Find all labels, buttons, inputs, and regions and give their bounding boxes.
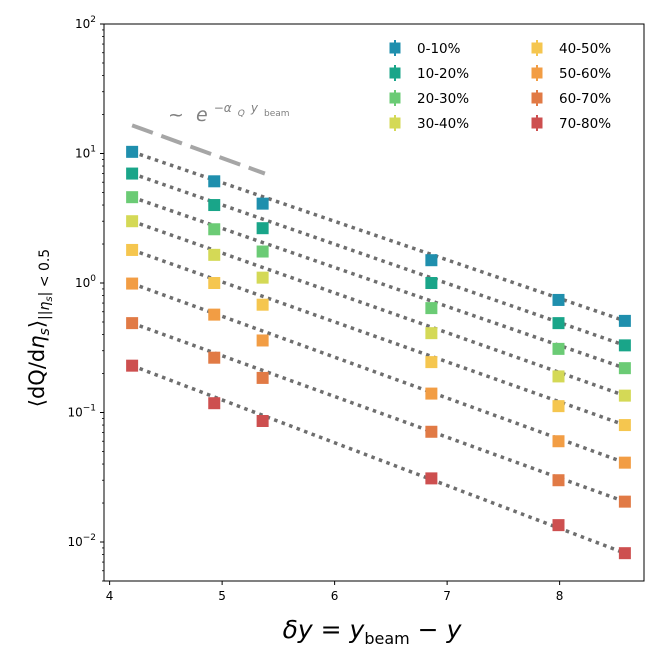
legend-label: 0-10% <box>417 41 461 57</box>
legend-label: 30-40% <box>417 116 469 132</box>
data-point <box>425 356 438 369</box>
y-tick-label: 102 <box>75 15 96 31</box>
data-point <box>208 175 221 188</box>
legend-item: 50-60% <box>531 65 611 82</box>
data-point <box>208 277 221 290</box>
exponential-guide-line <box>131 123 266 176</box>
x-tick-label: 6 <box>331 589 339 603</box>
data-point <box>618 362 631 375</box>
y-tick-label: 10−2 <box>67 533 96 549</box>
data-point <box>425 472 438 485</box>
data-point <box>256 298 269 311</box>
fit-line-0-10% <box>131 150 626 323</box>
data-point <box>552 317 565 330</box>
legend-marker <box>531 67 543 79</box>
legend-marker <box>389 42 401 54</box>
data-point <box>256 222 269 235</box>
legend-label: 70-80% <box>559 116 611 132</box>
y-tick-label: 10−1 <box>67 404 96 420</box>
fit-line-20-30% <box>131 195 626 370</box>
x-tick-label: 5 <box>218 589 226 603</box>
data-point <box>552 519 565 532</box>
data-point <box>552 400 565 413</box>
data-point <box>208 397 221 410</box>
data-point <box>126 145 139 158</box>
data-point <box>618 495 631 508</box>
data-point <box>126 215 139 228</box>
y-tick-label: 100 <box>75 274 96 290</box>
fit-line-70-80% <box>131 364 626 555</box>
data-point <box>256 245 269 258</box>
data-point <box>126 167 139 180</box>
data-point <box>618 389 631 402</box>
legend-marker <box>531 42 543 54</box>
legend-label: 40-50% <box>559 41 611 57</box>
legend-item: 40-50% <box>531 40 611 57</box>
x-tick-label: 7 <box>443 589 451 603</box>
data-point <box>208 248 221 261</box>
y-tick-label: 101 <box>75 145 96 161</box>
fit-line-50-60% <box>131 281 626 465</box>
data-point <box>208 199 221 212</box>
data-point <box>618 547 631 560</box>
data-point <box>618 339 631 352</box>
legend-item: 0-10% <box>389 40 461 57</box>
data-point <box>425 302 438 315</box>
legend-label: 50-60% <box>559 66 611 82</box>
data-point <box>208 223 221 236</box>
fit-line-60-70% <box>131 321 626 504</box>
exponential-annotation: ~ e −α Q y beam <box>168 101 290 126</box>
fit-line-30-40% <box>131 219 626 398</box>
legend-marker <box>531 92 543 104</box>
fit-line-40-50% <box>131 248 626 427</box>
data-point <box>126 359 139 372</box>
legend-label: 60-70% <box>559 91 611 107</box>
fit-line-10-20% <box>131 171 626 348</box>
legend-marker <box>389 67 401 79</box>
x-tick-label: 4 <box>106 589 114 603</box>
data-point <box>208 351 221 364</box>
data-point <box>552 474 565 487</box>
data-point <box>256 197 269 210</box>
data-point <box>126 277 139 290</box>
legend-item: 10-20% <box>389 65 469 82</box>
data-point <box>425 327 438 340</box>
plot-frame <box>103 23 645 582</box>
legend-marker <box>531 117 543 129</box>
data-point <box>425 277 438 290</box>
data-point <box>256 334 269 347</box>
data-point <box>618 419 631 432</box>
legend-item: 70-80% <box>531 115 611 132</box>
data-point <box>552 342 565 355</box>
data-point <box>208 308 221 321</box>
data-point <box>552 435 565 448</box>
data-point <box>552 293 565 306</box>
x-tick-label: 8 <box>556 589 564 603</box>
legend-label: 20-30% <box>417 91 469 107</box>
x-axis-title: δy = ybeam − y <box>283 615 463 648</box>
legend-marker <box>389 117 401 129</box>
legend-label: 10-20% <box>417 66 469 82</box>
data-point <box>425 254 438 267</box>
legend-item: 20-30% <box>389 90 469 107</box>
legend-item: 30-40% <box>389 115 469 132</box>
y-axis-title: ⟨dQ/dηs⟩||ηs| < 0.5 <box>25 249 55 407</box>
data-point <box>425 425 438 438</box>
data-point <box>256 271 269 284</box>
data-point <box>126 191 139 204</box>
data-point <box>256 371 269 384</box>
legend-item: 60-70% <box>531 90 611 107</box>
legend: 0-10% 10-20% 20-30% 30-40% 40-50% 50-60% 60-70… <box>389 40 611 132</box>
legend-marker <box>389 92 401 104</box>
data-point <box>126 317 139 330</box>
data-point <box>552 370 565 383</box>
data-point <box>126 243 139 256</box>
data-point <box>256 414 269 427</box>
data-point <box>618 314 631 327</box>
data-point <box>618 456 631 469</box>
data-point <box>425 387 438 400</box>
